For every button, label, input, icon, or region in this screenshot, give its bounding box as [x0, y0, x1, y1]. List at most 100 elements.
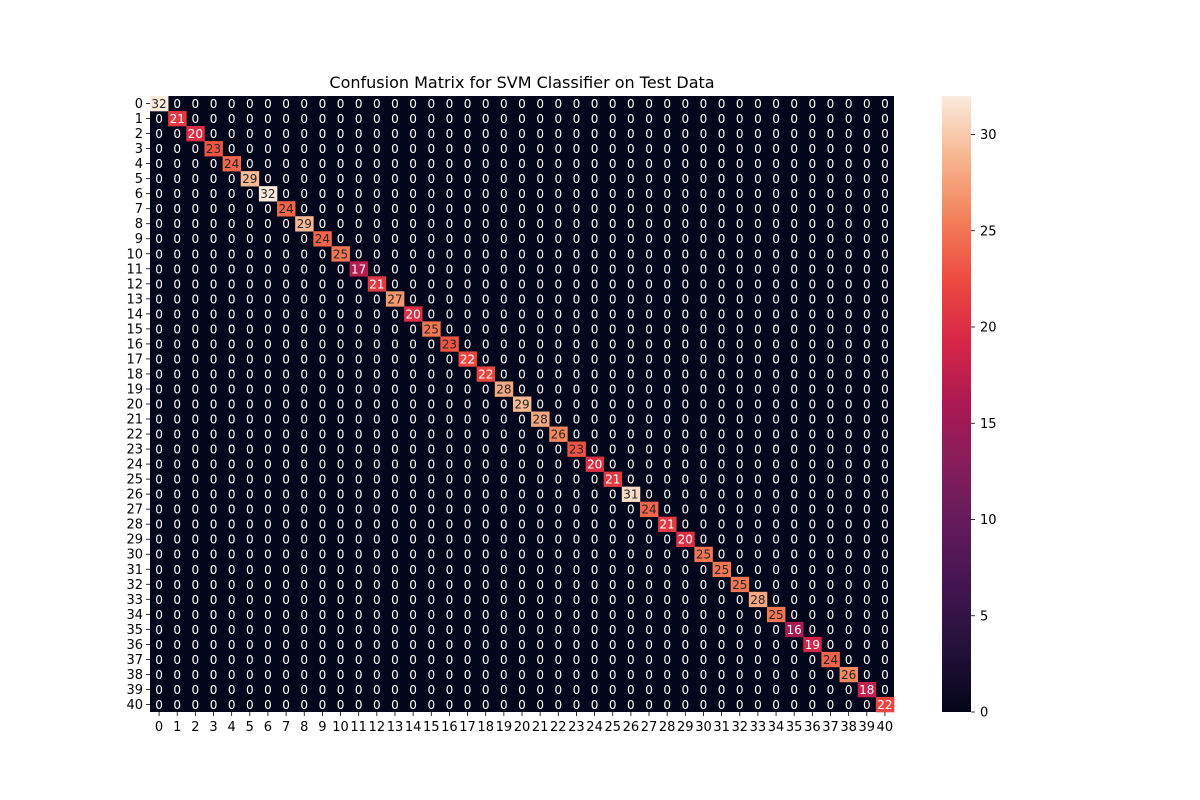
cell-value-label: 0 [391, 398, 399, 412]
cell-value-label: 0 [282, 488, 290, 502]
cell-value-label: 0 [627, 503, 635, 517]
cell-value-label: 0 [627, 337, 635, 351]
cell-value-label: 0 [591, 202, 599, 216]
cell-value-label: 0 [228, 352, 236, 366]
cell-value-label: 0 [772, 548, 780, 562]
cell-value-label: 0 [155, 473, 163, 487]
cell-value-label: 0 [881, 608, 889, 622]
cell-value-label: 0 [518, 548, 526, 562]
cell-value-label: 0 [591, 262, 599, 276]
cell-value-label: 0 [282, 533, 290, 547]
cell-value-label: 0 [300, 593, 308, 607]
cell-value-label: 0 [881, 653, 889, 667]
cell-value-label: 0 [319, 488, 327, 502]
cell-value-label: 0 [736, 187, 744, 201]
cell-value-label: 0 [845, 563, 853, 577]
cell-value-label: 0 [282, 668, 290, 682]
cell-value-label: 0 [282, 247, 290, 261]
cell-value-label: 0 [210, 533, 218, 547]
cell-value-label: 0 [536, 473, 544, 487]
cell-value-label: 0 [355, 232, 363, 246]
cell-value-label: 0 [609, 307, 617, 321]
cell-value-label: 0 [446, 157, 454, 171]
x-tick-label: 30 [695, 720, 712, 735]
cell-value-label: 0 [246, 247, 254, 261]
cell-value-label: 0 [827, 292, 835, 306]
cell-value-label: 0 [192, 292, 200, 306]
cell-value-label: 24 [641, 503, 656, 517]
cell-value-label: 0 [827, 112, 835, 126]
cell-value-label: 0 [754, 698, 762, 712]
cell-value-label: 0 [700, 488, 708, 502]
cell-value-label: 0 [246, 533, 254, 547]
cell-value-label: 0 [663, 232, 671, 246]
cell-value-label: 0 [319, 247, 327, 261]
cell-value-label: 0 [809, 458, 817, 472]
cell-value-label: 0 [809, 548, 817, 562]
cell-value-label: 0 [663, 563, 671, 577]
x-tick-label: 2 [191, 720, 199, 735]
cell-value-label: 0 [173, 653, 181, 667]
cell-value-label: 0 [409, 262, 417, 276]
cell-value-label: 0 [500, 653, 508, 667]
colorbar-tick-label: 10 [980, 513, 997, 528]
cell-value-label: 0 [591, 352, 599, 366]
heatmap-cell [422, 321, 441, 337]
cell-value-label: 0 [736, 653, 744, 667]
cell-value-label: 0 [319, 668, 327, 682]
cell-value-label: 0 [427, 473, 435, 487]
cell-value-label: 0 [609, 247, 617, 261]
cell-value-label: 0 [482, 428, 490, 442]
cell-value-label: 0 [264, 698, 272, 712]
cell-value-label: 0 [355, 698, 363, 712]
cell-value-label: 0 [500, 307, 508, 321]
cell-value-label: 0 [155, 322, 163, 336]
cell-value-label: 0 [282, 458, 290, 472]
cell-value-label: 0 [228, 262, 236, 276]
heatmap-cell [404, 306, 423, 322]
cell-value-label: 24 [823, 653, 838, 667]
cell-value-label: 0 [863, 533, 871, 547]
cell-value-label: 0 [300, 292, 308, 306]
cell-value-label: 0 [736, 127, 744, 141]
y-tick-label: 23 [126, 443, 143, 458]
cell-value-label: 0 [300, 668, 308, 682]
cell-value-label: 0 [609, 488, 617, 502]
cell-value-label: 0 [827, 548, 835, 562]
cell-value-label: 24 [278, 202, 293, 216]
cell-value-label: 0 [427, 127, 435, 141]
cell-value-label: 0 [790, 458, 798, 472]
cell-value-label: 0 [573, 217, 581, 231]
cell-value-label: 0 [192, 653, 200, 667]
cell-value-label: 0 [264, 112, 272, 126]
cell-value-label: 0 [427, 142, 435, 156]
cell-value-label: 0 [754, 548, 762, 562]
cell-value-label: 0 [536, 518, 544, 532]
cell-value-label: 0 [228, 277, 236, 291]
cell-value-label: 0 [355, 217, 363, 231]
cell-value-label: 0 [863, 428, 871, 442]
cell-value-label: 0 [500, 172, 508, 186]
cell-value-label: 0 [409, 428, 417, 442]
cell-value-label: 29 [297, 217, 312, 231]
cell-value-label: 0 [210, 443, 218, 457]
cell-value-label: 0 [464, 503, 472, 517]
y-tick-label: 26 [126, 488, 143, 503]
cell-value-label: 0 [300, 322, 308, 336]
cell-value-label: 0 [210, 202, 218, 216]
cell-value-label: 0 [627, 398, 635, 412]
cell-value-label: 0 [736, 352, 744, 366]
cell-value-label: 0 [663, 593, 671, 607]
cell-value-label: 0 [663, 277, 671, 291]
cell-value-label: 0 [591, 97, 599, 111]
y-tick-label: 17 [126, 352, 143, 367]
cell-value-label: 0 [446, 458, 454, 472]
cell-value-label: 0 [319, 112, 327, 126]
cell-value-label: 0 [446, 382, 454, 396]
cell-value-label: 0 [554, 217, 562, 231]
cell-value-label: 0 [264, 518, 272, 532]
cell-value-label: 0 [554, 563, 562, 577]
cell-value-label: 0 [319, 428, 327, 442]
cell-value-label: 0 [827, 277, 835, 291]
